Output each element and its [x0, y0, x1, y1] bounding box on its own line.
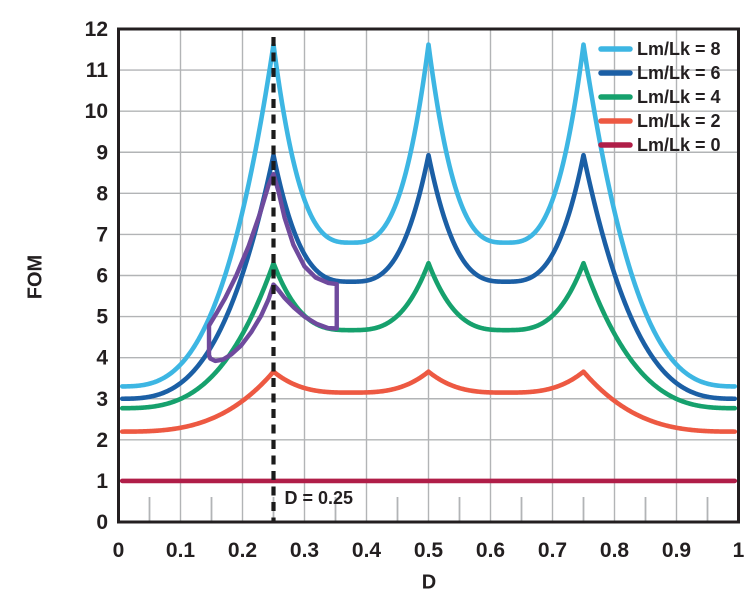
legend-label: Lm/Lk = 0	[637, 135, 721, 155]
x-tick-label: 0.2	[228, 539, 257, 562]
y-tick-label: 11	[86, 59, 109, 82]
legend: Lm/Lk = 8 Lm/Lk = 6 Lm/Lk = 4 Lm/Lk = 2 Lm/L…	[598, 39, 721, 155]
x-tick-label: 0	[113, 539, 125, 562]
y-tick-label: 8	[96, 182, 108, 205]
y-tick-label: 6	[96, 265, 108, 288]
y-tick-label: 0	[96, 511, 108, 534]
curve-lm-lk-8	[119, 42, 738, 389]
series-curves	[119, 42, 738, 484]
x-tick-label: 0.6	[476, 539, 505, 562]
x-axis-title: D	[421, 571, 437, 594]
y-tick-label: 1	[96, 470, 108, 493]
x-tick-label: 0.7	[538, 539, 567, 562]
x-tick-label: 0.1	[166, 539, 196, 562]
x-tick-label: 0.3	[290, 539, 319, 562]
x-tick-label: 0.4	[352, 539, 382, 562]
y-tick-label: 4	[96, 347, 108, 370]
x-tick-label: 0.5	[414, 539, 444, 562]
y-tick-label: 9	[96, 141, 108, 164]
y-tick-label: 3	[96, 388, 108, 411]
highlight-region-outline	[206, 171, 339, 364]
curve-lm-lk-2	[119, 369, 738, 434]
vline-label: D = 0.25	[285, 488, 354, 508]
curve-lm-lk-6	[119, 152, 738, 402]
legend-label: Lm/Lk = 4	[637, 87, 721, 107]
plot-border	[117, 27, 740, 524]
x-tick-label: 1	[733, 539, 745, 562]
legend-label: Lm/Lk = 2	[637, 111, 721, 131]
y-tick-label: 10	[85, 100, 108, 123]
y-tick-label: 5	[96, 306, 108, 329]
legend-label: Lm/Lk = 6	[637, 63, 721, 83]
x-tick-labels: 0 0.1 0.2 0.3 0.4 0.5 0.6 0.7 0.8 0.9 1	[113, 539, 745, 562]
y-tick-label: 7	[96, 223, 108, 246]
x-tick-label: 0.9	[662, 539, 691, 562]
legend-label: Lm/Lk = 8	[637, 39, 721, 59]
gridlines	[118, 29, 739, 522]
y-tick-label: 12	[85, 18, 108, 41]
x-tick-label: 0.8	[600, 539, 630, 562]
curve-lm-lk-4	[119, 260, 738, 411]
y-axis-title: FOM	[24, 254, 47, 300]
y-tick-label: 2	[96, 429, 108, 452]
